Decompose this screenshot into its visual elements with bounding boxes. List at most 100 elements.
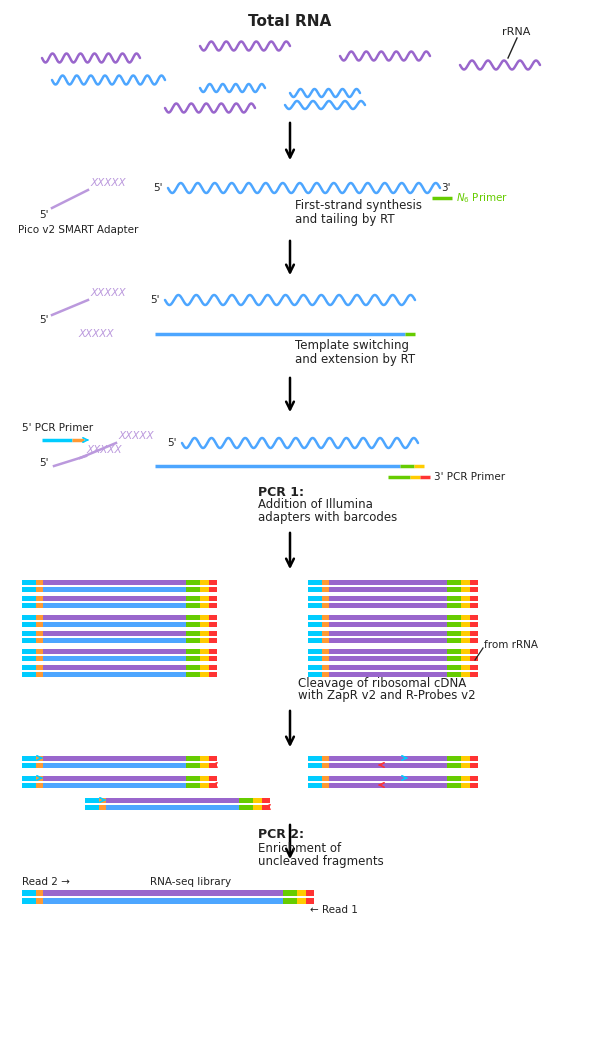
Text: and tailing by RT: and tailing by RT — [295, 212, 394, 226]
Text: Template switching: Template switching — [295, 338, 409, 352]
Bar — [308, 631, 322, 635]
Text: 5': 5' — [39, 210, 49, 220]
Bar — [22, 621, 36, 627]
Bar — [322, 656, 329, 660]
Bar — [186, 614, 200, 619]
Bar — [470, 776, 478, 781]
Bar — [22, 671, 36, 677]
Bar — [461, 580, 470, 584]
Bar — [22, 898, 36, 904]
Bar — [43, 603, 186, 608]
Bar — [470, 580, 478, 584]
Bar — [253, 805, 262, 810]
Text: ← Read 1: ← Read 1 — [310, 905, 358, 915]
Bar — [209, 595, 217, 601]
Bar — [329, 631, 447, 635]
Bar — [322, 580, 329, 584]
Bar — [470, 621, 478, 627]
Bar — [22, 595, 36, 601]
Bar — [461, 603, 470, 608]
Text: from rRNA: from rRNA — [484, 640, 538, 650]
Bar — [209, 614, 217, 619]
Text: 5' PCR Primer: 5' PCR Primer — [22, 423, 93, 433]
Bar — [209, 637, 217, 642]
Bar — [22, 776, 36, 781]
Bar — [209, 664, 217, 669]
Bar — [461, 637, 470, 642]
Bar — [253, 797, 262, 803]
Bar — [36, 656, 43, 660]
Bar — [262, 805, 270, 810]
Bar — [209, 580, 217, 584]
Bar — [322, 649, 329, 654]
Bar — [322, 631, 329, 635]
Bar — [209, 649, 217, 654]
Bar — [470, 649, 478, 654]
Bar — [308, 762, 322, 767]
Text: 5': 5' — [39, 315, 49, 325]
Text: Pico v2 SMART Adapter: Pico v2 SMART Adapter — [18, 225, 138, 235]
Bar — [470, 664, 478, 669]
Bar — [329, 762, 447, 767]
Bar — [22, 762, 36, 767]
Bar — [322, 671, 329, 677]
Bar — [329, 603, 447, 608]
Bar — [470, 783, 478, 787]
Bar — [36, 595, 43, 601]
Bar — [470, 656, 478, 660]
Bar — [186, 603, 200, 608]
Bar — [461, 756, 470, 761]
Bar — [329, 595, 447, 601]
Bar — [200, 671, 209, 677]
Bar — [106, 805, 239, 810]
Bar — [200, 656, 209, 660]
Text: and extension by RT: and extension by RT — [295, 353, 415, 365]
Text: XXXXX: XXXXX — [78, 329, 113, 339]
Bar — [43, 890, 283, 896]
Bar — [329, 664, 447, 669]
Bar — [297, 890, 306, 896]
Bar — [43, 656, 186, 660]
Bar — [447, 649, 461, 654]
Bar — [308, 776, 322, 781]
Bar — [329, 783, 447, 787]
Bar — [186, 586, 200, 591]
Bar — [447, 595, 461, 601]
Bar — [322, 603, 329, 608]
Bar — [43, 614, 186, 619]
Bar — [447, 586, 461, 591]
Text: Cleavage of ribosomal cDNA: Cleavage of ribosomal cDNA — [298, 677, 466, 689]
Text: Enrichment of: Enrichment of — [258, 841, 341, 855]
Bar — [200, 603, 209, 608]
Bar — [36, 664, 43, 669]
Bar — [470, 671, 478, 677]
Bar — [36, 898, 43, 904]
Bar — [470, 586, 478, 591]
Bar — [447, 614, 461, 619]
Bar — [36, 649, 43, 654]
Bar — [186, 783, 200, 787]
Bar — [209, 776, 217, 781]
Bar — [461, 631, 470, 635]
Bar — [186, 649, 200, 654]
Bar — [461, 762, 470, 767]
Bar — [329, 621, 447, 627]
Bar — [329, 649, 447, 654]
Bar — [36, 890, 43, 896]
Bar — [461, 614, 470, 619]
Bar — [200, 762, 209, 767]
Bar — [308, 756, 322, 761]
Bar — [200, 586, 209, 591]
Bar — [329, 671, 447, 677]
Bar — [43, 621, 186, 627]
Bar — [36, 637, 43, 642]
Text: 5': 5' — [150, 295, 160, 305]
Bar — [186, 762, 200, 767]
Bar — [306, 890, 314, 896]
Text: 5': 5' — [153, 183, 163, 193]
Bar — [461, 664, 470, 669]
Bar — [43, 671, 186, 677]
Bar — [322, 621, 329, 627]
Bar — [209, 756, 217, 761]
Bar — [43, 586, 186, 591]
